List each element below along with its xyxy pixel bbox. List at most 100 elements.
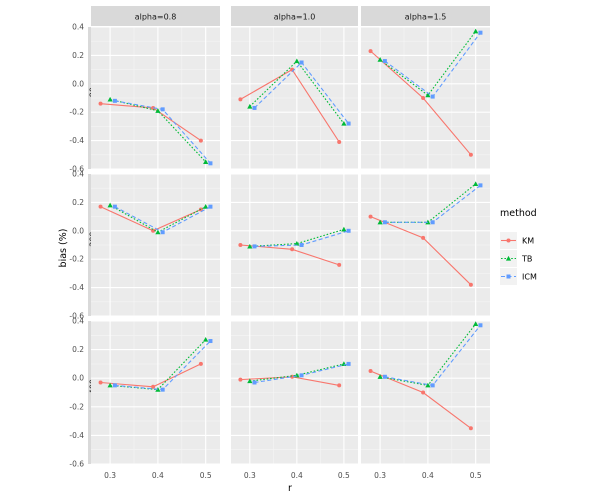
panel	[231, 26, 358, 170]
data-point-icm	[430, 94, 435, 99]
data-point-km	[368, 369, 373, 374]
data-point-icm	[208, 161, 213, 166]
legend-label-icm: ICM	[522, 273, 537, 282]
data-point-icm	[160, 230, 165, 235]
data-point-icm	[346, 228, 351, 233]
data-point-tb	[377, 57, 383, 62]
y-tick-label: 0.0	[72, 226, 84, 235]
data-point-tb	[203, 159, 209, 164]
panel	[361, 173, 490, 317]
y-tick-label: -0.6	[69, 312, 84, 321]
y-tick-label: 0.2	[72, 198, 84, 207]
data-point-tb	[294, 58, 300, 64]
data-point-km	[151, 384, 156, 389]
panel	[361, 26, 490, 170]
data-point-icm	[208, 204, 213, 209]
x-axis-title: r	[288, 483, 292, 494]
data-point-icm	[346, 361, 351, 366]
data-point-km	[421, 96, 426, 100]
data-point-tb	[107, 382, 113, 388]
data-point-tb	[341, 120, 347, 126]
x-tick-label: 0.5	[338, 471, 350, 480]
y-tick-label: -0.6	[69, 460, 84, 469]
data-point-icm	[160, 387, 165, 392]
data-point-tb	[107, 202, 113, 208]
data-point-km	[151, 105, 156, 110]
data-point-km	[238, 377, 243, 382]
data-point-icm	[382, 59, 387, 64]
data-point-tb	[425, 382, 431, 388]
data-point-icm	[112, 383, 117, 388]
data-point-km	[151, 228, 156, 233]
data-point-icm	[299, 243, 304, 247]
panel	[231, 320, 358, 465]
data-point-tb	[473, 181, 479, 187]
x-tick-label: 0.4	[291, 471, 303, 480]
data-point-km	[337, 140, 342, 145]
data-point-tb	[247, 243, 253, 249]
y-axis-title: bias (%)	[58, 229, 69, 268]
data-point-icm	[478, 323, 483, 328]
y-tick-label: 0.2	[72, 345, 84, 354]
data-point-km	[468, 282, 473, 287]
legend-marker-tb	[505, 255, 512, 261]
data-point-tb	[155, 387, 161, 392]
y-tick-label: 0.4	[72, 23, 84, 32]
data-point-km	[98, 380, 103, 385]
data-point-icm	[299, 373, 304, 378]
x-tick-label: 0.4	[422, 471, 434, 480]
series-line-tb	[249, 363, 345, 382]
data-point-km	[337, 262, 342, 267]
series-line-tb	[379, 30, 477, 96]
data-point-icm	[430, 220, 435, 225]
data-point-tb	[155, 229, 161, 235]
data-point-icm	[252, 244, 257, 249]
data-point-km	[368, 49, 373, 54]
data-point-km	[468, 152, 473, 157]
y-tick-label: -0.2	[69, 402, 84, 411]
data-point-icm	[382, 374, 387, 379]
legend-marker-icm	[506, 274, 511, 279]
col-strip-label: alpha=0.8	[135, 13, 177, 22]
y-tick-label: -0.4	[69, 283, 84, 292]
data-point-icm	[208, 339, 213, 344]
data-point-tb	[473, 321, 479, 326]
y-tick-label: 0.0	[72, 79, 84, 88]
data-point-icm	[346, 121, 351, 126]
legend-marker-km	[506, 238, 511, 243]
data-point-tb	[294, 240, 300, 246]
data-point-icm	[160, 107, 165, 112]
data-point-icm	[299, 60, 304, 65]
x-tick-label: 0.5	[200, 471, 212, 480]
data-point-km	[198, 138, 203, 143]
y-tick-label: -0.2	[69, 255, 84, 264]
data-point-km	[421, 235, 426, 240]
data-point-km	[421, 390, 426, 395]
data-point-tb	[425, 92, 431, 98]
data-point-icm	[112, 204, 117, 209]
data-point-km	[98, 204, 103, 209]
data-point-icm	[478, 30, 483, 35]
col-strip-label: alpha=1.0	[274, 13, 316, 22]
x-tick-label: 0.3	[244, 471, 256, 480]
y-tick-label: -0.4	[69, 431, 84, 440]
x-tick-label: 0.4	[152, 471, 164, 480]
data-point-km	[337, 383, 342, 388]
y-tick-label: -0.4	[69, 136, 84, 145]
y-tick-label: 0.2	[72, 51, 84, 60]
data-point-icm	[112, 98, 117, 103]
col-strip	[361, 6, 490, 26]
data-point-km	[98, 101, 103, 106]
data-point-tb	[473, 28, 479, 34]
data-point-tb	[203, 204, 209, 209]
data-point-tb	[247, 378, 253, 384]
data-point-tb	[247, 103, 253, 109]
data-point-km	[368, 214, 373, 219]
data-point-km	[468, 426, 473, 431]
data-point-icm	[252, 380, 257, 385]
panel	[361, 320, 490, 465]
x-tick-label: 0.5	[470, 471, 482, 480]
data-point-km	[238, 243, 243, 247]
data-point-icm	[430, 383, 435, 388]
